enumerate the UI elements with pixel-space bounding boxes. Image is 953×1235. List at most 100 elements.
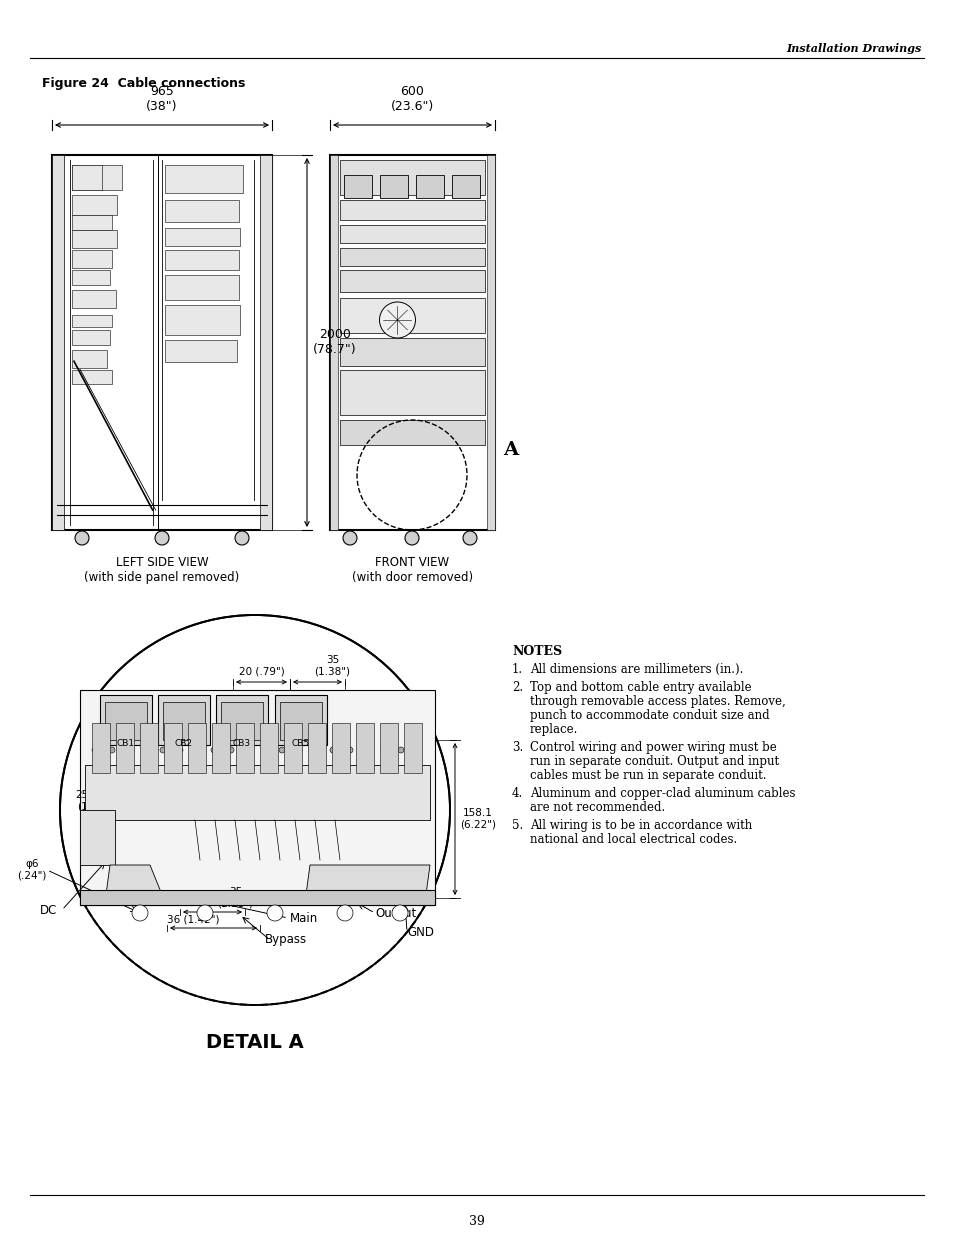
Bar: [71, 315, 112, 327]
Text: FRONT VIEW
(with door removed): FRONT VIEW (with door removed): [352, 556, 473, 584]
Bar: [235, 722, 253, 773]
Bar: [165, 249, 238, 270]
Text: are not recommended.: are not recommended.: [530, 802, 664, 814]
Text: GND: GND: [407, 925, 434, 939]
Circle shape: [392, 905, 408, 921]
Text: 4.: 4.: [512, 787, 522, 800]
Text: φ6
(.24"): φ6 (.24"): [17, 860, 47, 881]
Bar: [215, 695, 268, 745]
Text: DC: DC: [40, 904, 57, 916]
Text: Figure 24  Cable connections: Figure 24 Cable connections: [42, 77, 245, 90]
Circle shape: [109, 747, 115, 753]
Text: 600
(23.6"): 600 (23.6"): [391, 85, 434, 112]
Bar: [332, 722, 350, 773]
Circle shape: [193, 747, 200, 753]
Bar: [165, 200, 238, 222]
Text: 2.: 2.: [512, 680, 522, 694]
Bar: [188, 722, 206, 773]
Text: Bypass: Bypass: [265, 934, 307, 946]
Circle shape: [60, 615, 450, 1005]
Circle shape: [379, 303, 416, 338]
Bar: [339, 248, 484, 266]
Bar: [339, 298, 484, 333]
Text: CB5: CB5: [292, 739, 310, 748]
Bar: [308, 722, 326, 773]
Circle shape: [278, 747, 285, 753]
Circle shape: [228, 747, 233, 753]
Text: DETAIL A: DETAIL A: [206, 1032, 304, 1052]
Bar: [452, 175, 479, 198]
Circle shape: [343, 531, 356, 545]
Circle shape: [91, 747, 98, 753]
Bar: [71, 249, 112, 268]
Circle shape: [132, 905, 148, 921]
Circle shape: [143, 747, 149, 753]
Polygon shape: [305, 864, 430, 902]
Text: 2000
(78.7"): 2000 (78.7"): [313, 329, 356, 357]
Text: run in separate conduit. Output and input: run in separate conduit. Output and inpu…: [530, 755, 779, 768]
Bar: [379, 722, 397, 773]
Circle shape: [75, 531, 89, 545]
Bar: [165, 228, 240, 246]
Circle shape: [267, 905, 283, 921]
Bar: [260, 156, 272, 530]
Bar: [339, 420, 484, 445]
Bar: [71, 195, 117, 215]
Bar: [221, 701, 263, 740]
Text: 36 (1.42"): 36 (1.42"): [167, 915, 219, 925]
Bar: [165, 340, 236, 362]
Bar: [140, 722, 158, 773]
Bar: [284, 722, 302, 773]
Text: NOTES: NOTES: [512, 645, 561, 658]
Circle shape: [262, 747, 268, 753]
Bar: [339, 270, 484, 291]
Bar: [403, 722, 421, 773]
Bar: [212, 722, 230, 773]
Bar: [71, 230, 117, 248]
Bar: [339, 338, 484, 366]
Text: All wiring is to be in accordance with: All wiring is to be in accordance with: [530, 819, 752, 832]
Text: A: A: [502, 441, 517, 459]
Bar: [355, 722, 374, 773]
Bar: [71, 350, 107, 368]
Text: 965
(38"): 965 (38"): [146, 85, 177, 112]
Bar: [71, 330, 110, 345]
Text: 39: 39: [469, 1215, 484, 1228]
Bar: [105, 701, 147, 740]
Bar: [486, 156, 495, 530]
Circle shape: [196, 905, 213, 921]
Circle shape: [347, 747, 353, 753]
Bar: [339, 225, 484, 243]
Bar: [80, 690, 435, 905]
Text: 5.: 5.: [512, 819, 522, 832]
Bar: [71, 290, 116, 308]
Text: CB2: CB2: [174, 739, 193, 748]
Circle shape: [380, 747, 387, 753]
Bar: [52, 156, 64, 530]
Bar: [339, 200, 484, 220]
Bar: [280, 701, 322, 740]
Text: 1.: 1.: [512, 663, 522, 676]
Bar: [158, 695, 210, 745]
Bar: [260, 722, 277, 773]
Circle shape: [415, 747, 420, 753]
Text: Output: Output: [375, 906, 416, 920]
Circle shape: [234, 531, 249, 545]
Circle shape: [295, 747, 302, 753]
Circle shape: [405, 531, 418, 545]
Text: national and local electrical codes.: national and local electrical codes.: [530, 832, 737, 846]
Bar: [71, 165, 122, 190]
Text: replace.: replace.: [530, 722, 578, 736]
Bar: [85, 764, 430, 820]
Bar: [71, 370, 112, 384]
Circle shape: [330, 747, 335, 753]
Bar: [164, 722, 182, 773]
Text: 35
(1.38"): 35 (1.38"): [314, 656, 350, 677]
Circle shape: [336, 905, 353, 921]
Circle shape: [313, 747, 318, 753]
Bar: [165, 165, 243, 193]
Circle shape: [397, 747, 403, 753]
Bar: [339, 370, 484, 415]
Bar: [71, 215, 112, 230]
Text: CB1: CB1: [117, 739, 135, 748]
